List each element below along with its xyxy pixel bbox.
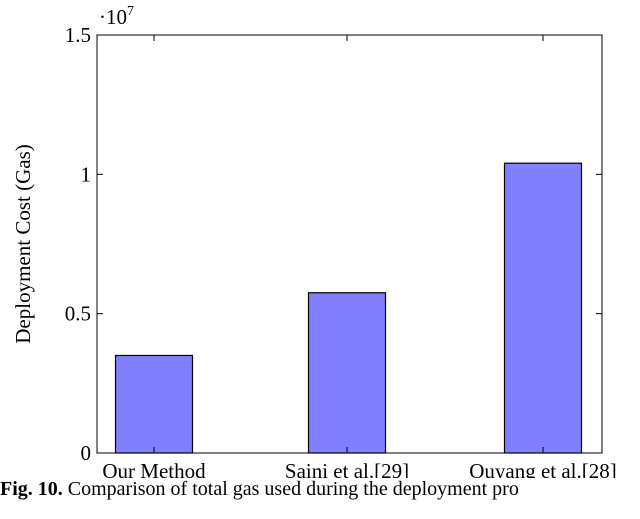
plot-frame [96,34,603,454]
figure-caption-label: Fig. 10. [0,478,63,500]
y-axis-label: Deployment Cost (Gas) [11,144,35,343]
bar-ouyang-et-al-28 [503,162,583,454]
bar-chart: 0 0.5 1 1.5 Our Method Saini et al.[29] Ouyan… [11,4,617,478]
figure-caption: Fig. 10. Comparison of total gas used du… [0,478,640,501]
y-tick-label: 0 [81,441,92,465]
y-tick-label: 0.5 [65,302,91,326]
x-category-labels: Our Method Saini et al.[29] Ouyang et al.[… [102,459,616,478]
x-category-label: Saini et al.[29] [285,459,409,478]
x-category-label: Our Method [102,459,206,478]
figure-caption-text: Comparison of total gas used during the … [67,478,519,500]
y-tick-label: 1.5 [65,23,91,47]
y-tick-labels: 0 0.5 1 1.5 [65,23,91,465]
x-category-label: Ouyang et al.[28] [469,459,617,478]
bar-our-method [114,354,194,454]
ticks-layer [97,34,602,454]
y-axis-multiplier-base: ·10 [99,5,127,29]
y-axis-multiplier-exponent: 7 [127,4,134,19]
y-axis-multiplier: ·107 [99,4,134,29]
bar-saini-et-al-29 [307,292,387,454]
y-tick-label: 1 [81,162,92,186]
bars-layer [114,162,583,454]
